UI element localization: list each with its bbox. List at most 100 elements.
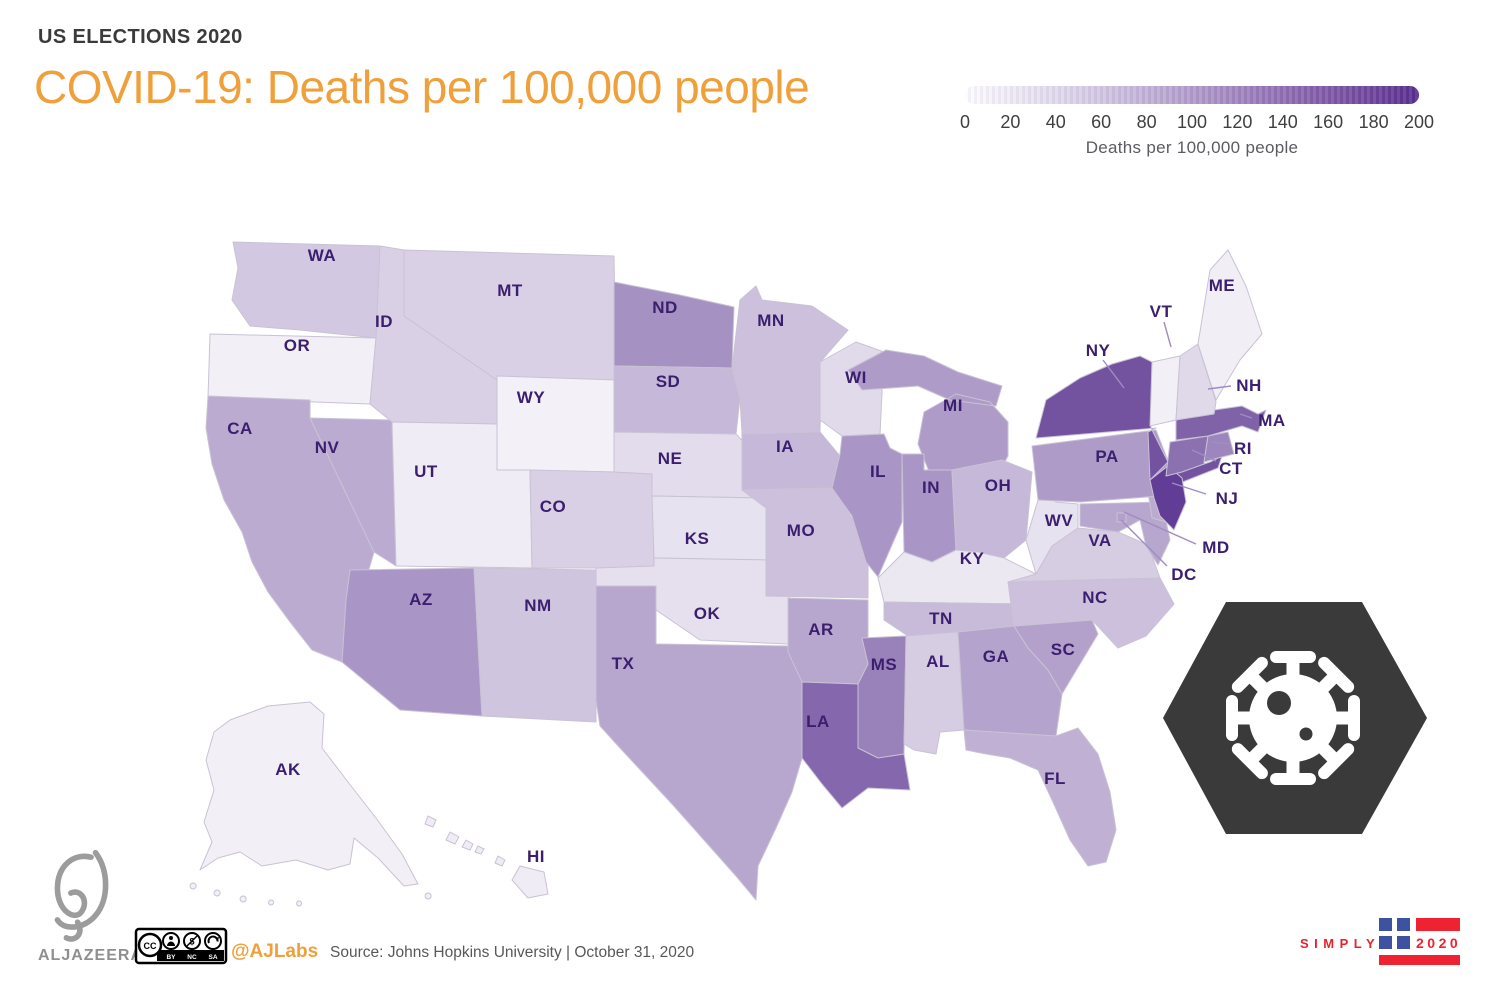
state-co <box>529 469 655 569</box>
sa-icon <box>204 932 222 950</box>
state-wa <box>231 241 381 339</box>
state-label-tn: TN <box>929 609 953 628</box>
cc-strip-label: BY <box>166 954 176 961</box>
page-title: COVID-19: Deaths per 100,000 people <box>34 61 810 113</box>
state-label-pa: PA <box>1095 447 1118 466</box>
legend-tick: 80 <box>1136 112 1157 132</box>
legend-tick: 20 <box>1000 112 1021 132</box>
state-label-ar: AR <box>808 620 834 639</box>
state-nd <box>613 281 735 369</box>
state-label-or: OR <box>284 336 311 355</box>
state-label-va: VA <box>1088 531 1111 550</box>
map-states <box>189 241 1267 907</box>
legend-tick: 160 <box>1313 112 1344 132</box>
state-label-oh: OH <box>985 476 1012 495</box>
state-al <box>903 631 965 755</box>
svg-text:CC: CC <box>144 941 157 951</box>
state-label-tx: TX <box>612 654 635 673</box>
state-nc <box>1007 577 1175 649</box>
state-label-ms: MS <box>871 655 898 674</box>
state-ak <box>189 701 432 907</box>
state-oh <box>951 459 1033 559</box>
state-label-wa: WA <box>308 246 336 265</box>
legend-gradient-bar <box>965 86 1419 104</box>
leader-line <box>1123 511 1197 545</box>
kicker: US ELECTIONS 2020 <box>38 26 243 48</box>
leader-line <box>1211 441 1231 445</box>
state-vt <box>1149 355 1181 427</box>
state-mn <box>731 285 849 435</box>
cc-strip-label: NC <box>187 954 197 961</box>
state-label-nh: NH <box>1236 376 1262 395</box>
flag-square <box>1379 918 1392 931</box>
state-sd <box>613 365 741 435</box>
state-label-mn: MN <box>757 311 784 330</box>
state-tx <box>595 585 803 901</box>
state-label-sd: SD <box>656 372 681 391</box>
state-label-az: AZ <box>409 590 433 609</box>
state-label-ks: KS <box>685 529 710 548</box>
by-icon <box>162 932 180 950</box>
flag-square <box>1379 936 1392 949</box>
state-ar <box>787 597 869 685</box>
state-label-la: LA <box>806 712 830 731</box>
state-label-nc: NC <box>1082 588 1108 607</box>
legend-tick: 0 <box>959 112 971 132</box>
state-label-ca: CA <box>227 419 253 438</box>
leader-line <box>1239 413 1253 419</box>
state-label-ri: RI <box>1234 439 1252 458</box>
aljazeera-wordmark: ALJAZEERA <box>38 947 143 964</box>
state-label-ok: OK <box>694 604 721 623</box>
state-label-md: MD <box>1202 538 1229 557</box>
state-label-co: CO <box>540 497 567 516</box>
legend-tick: 140 <box>1267 112 1298 132</box>
state-nh <box>1175 343 1217 421</box>
leader-line <box>1120 519 1168 567</box>
legend-tick: 40 <box>1045 112 1066 132</box>
state-ks <box>651 495 769 561</box>
state-fl <box>963 727 1117 867</box>
state-wy <box>496 375 617 473</box>
legend-tick: 180 <box>1358 112 1389 132</box>
map-state-labels: WA OR CA NV ID MT WY UT CO AZ NM ND SD NE KS OK TX MN IA MO… <box>227 246 1285 866</box>
state-label-mo: MO <box>787 521 815 540</box>
state-label-nm: NM <box>524 596 551 615</box>
state-label-dc: DC <box>1171 565 1197 584</box>
state-label-sc: SC <box>1051 640 1076 659</box>
flag-square <box>1397 936 1410 949</box>
state-label-wi: WI <box>845 368 867 387</box>
state-label-me: ME <box>1209 276 1236 295</box>
aljazeera-calligraphy-icon <box>54 849 109 942</box>
state-il <box>831 433 903 578</box>
covid-hexagon-badge <box>1163 602 1427 834</box>
state-ri <box>1203 431 1235 463</box>
legend-tick: 120 <box>1222 112 1253 132</box>
state-hi <box>424 815 549 899</box>
flag-square <box>1397 918 1410 931</box>
state-label-ia: IA <box>776 437 794 456</box>
flag-bar-bottom <box>1379 955 1460 965</box>
leader-line <box>1207 385 1232 390</box>
aljazeera-logo: ALJAZEERA <box>38 849 143 964</box>
cc-strip-label: SA <box>208 954 217 961</box>
state-label-ct: CT <box>1219 459 1243 478</box>
state-label-wv: WV <box>1045 511 1074 530</box>
legend-caption: Deaths per 100,000 people <box>1085 138 1299 157</box>
state-label-id: ID <box>375 312 393 331</box>
source-text: Source: Johns Hopkins University | Octob… <box>330 944 695 961</box>
simply-text: SIMPLY <box>1300 936 1381 951</box>
state-label-nj: NJ <box>1216 489 1239 508</box>
state-label-wy: WY <box>517 388 546 407</box>
legend-ticks: 0 20 40 60 80 100 120 140 160 180 200 <box>960 112 1434 132</box>
simply2020-logo: SIMPLY 2020 <box>1300 914 1462 965</box>
cc-icon <box>137 932 163 958</box>
year-2020-text: 2020 <box>1416 935 1462 951</box>
state-label-hi: HI <box>527 847 545 866</box>
state-label-nv: NV <box>315 438 340 457</box>
state-nm <box>473 567 597 723</box>
legend-tick: 100 <box>1176 112 1208 132</box>
state-label-ma: MA <box>1258 411 1285 430</box>
state-label-fl: FL <box>1044 769 1066 788</box>
